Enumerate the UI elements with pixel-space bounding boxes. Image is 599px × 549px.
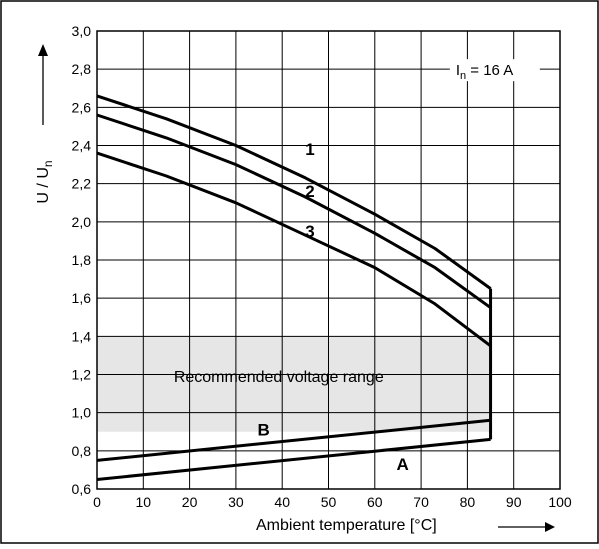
y-axis-arrow-head (38, 44, 48, 56)
y-tick-label-4: 1,4 (72, 328, 92, 344)
y-tick-label-0: 0,6 (72, 481, 92, 497)
current-value: = 16 A (466, 62, 513, 79)
x-tick-label-8: 80 (460, 494, 476, 510)
x-axis-arrow-head (545, 522, 555, 532)
x-tick-label-6: 60 (367, 494, 383, 510)
y-axis-label-subscript: n (41, 160, 55, 167)
y-tick-label-9: 2,4 (72, 138, 92, 154)
shaded-region (97, 336, 491, 432)
y-tick-label-8: 2,2 (72, 176, 92, 192)
current-symbol: I (456, 62, 460, 79)
series-label-1: 1 (305, 140, 314, 159)
x-tick-label-3: 30 (228, 494, 244, 510)
x-tick-label-1: 10 (136, 494, 152, 510)
series-line-B (96, 418, 491, 462)
x-tick-label-0: 0 (93, 494, 101, 510)
y-tick-label-6: 1,8 (72, 252, 92, 268)
x-tick-label-10: 100 (548, 494, 572, 510)
y-tick-label-5: 1,6 (72, 290, 92, 306)
y-tick-label-3: 1,2 (72, 367, 92, 383)
x-axis-label: Ambient temperature [°C] (256, 517, 437, 534)
current-annotation-background (449, 59, 540, 82)
series-label-B: B (258, 421, 270, 440)
y-tick-label-1: 0,8 (72, 443, 92, 459)
y-tick-label-11: 2,8 (72, 61, 92, 77)
current-subscript: n (460, 70, 466, 82)
series-label-3: 3 (305, 222, 314, 241)
shaded-region-label: Recommended voltage range (174, 369, 384, 386)
series-line-A (96, 437, 491, 481)
x-tick-label-5: 50 (321, 494, 337, 510)
series-line-1 (96, 94, 492, 290)
series-label-A: A (396, 455, 408, 474)
y-tick-label-12: 3,0 (72, 23, 92, 39)
y-axis-label-main: U / U (35, 167, 52, 203)
series-line-2 (96, 113, 492, 309)
plot-frame (96, 30, 561, 490)
x-tick-label-4: 40 (274, 494, 290, 510)
series-line-3 (96, 151, 492, 348)
x-tick-label-2: 20 (182, 494, 198, 510)
series-label-2: 2 (305, 182, 314, 201)
y-tick-label-10: 2,6 (72, 99, 92, 115)
x-tick-label-9: 90 (506, 494, 522, 510)
y-tick-label-2: 1,0 (72, 405, 92, 421)
x-tick-label-7: 70 (413, 494, 429, 510)
y-tick-label-7: 2,0 (72, 214, 92, 230)
current-annotation: In = 16 A (456, 62, 513, 82)
y-axis-label: U / Un (35, 160, 55, 203)
